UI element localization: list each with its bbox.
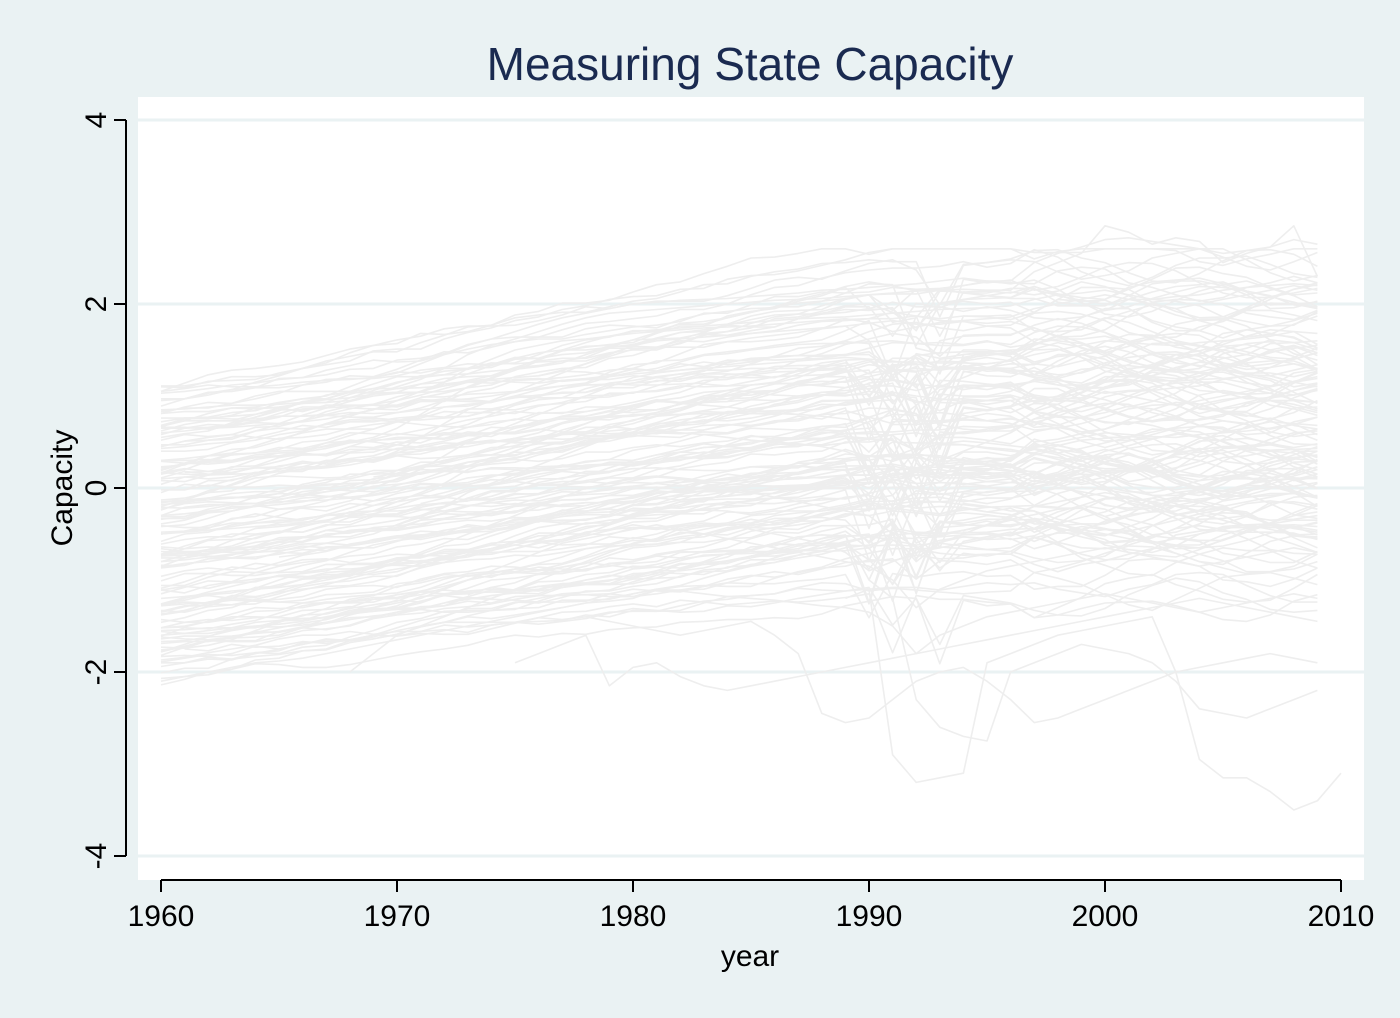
series-line <box>160 573 1318 661</box>
series-line <box>160 534 1318 629</box>
y-tick-label: 2 <box>80 296 113 313</box>
series-line <box>160 405 1318 545</box>
chart-title: Measuring State Capacity <box>487 38 1014 90</box>
series-line <box>160 248 1318 389</box>
series-line <box>160 280 1318 439</box>
series-line <box>160 353 1318 483</box>
series-line <box>160 378 1318 441</box>
series-line <box>160 387 1318 476</box>
series-line <box>160 389 1318 474</box>
series-line <box>514 597 1318 692</box>
series-line <box>160 511 1318 629</box>
series-line <box>160 368 1318 525</box>
series-line <box>161 402 1318 518</box>
series-line <box>161 248 1318 387</box>
series-line <box>184 577 1318 652</box>
series-line <box>160 304 1318 413</box>
x-axis-label: year <box>721 940 779 973</box>
series-line <box>160 557 1318 641</box>
y-tick-label: -4 <box>80 843 113 870</box>
series-line <box>160 494 1318 594</box>
y-tick-label: 0 <box>80 480 113 497</box>
series-line <box>160 507 1318 605</box>
series-line <box>160 507 1318 614</box>
series-line <box>161 445 1318 520</box>
series-line <box>184 361 1318 474</box>
series-line <box>160 307 1318 475</box>
series-line <box>868 579 1318 742</box>
series-line <box>160 316 1318 480</box>
series-line <box>160 499 1318 591</box>
series-line <box>160 344 1318 508</box>
x-tick-label: 2010 <box>1308 900 1375 933</box>
y-axis-label: Capacity <box>46 430 79 547</box>
series-line <box>160 500 1318 640</box>
series-line <box>160 352 1318 469</box>
ticks: -4 -2 0 2 4 1960 1970 1980 1990 2000 2010 <box>80 112 1374 933</box>
series-line <box>160 266 1318 394</box>
series-line <box>161 333 1318 420</box>
series-line <box>160 434 1318 510</box>
series-line <box>161 248 1318 400</box>
series-line <box>160 420 1318 510</box>
series-line <box>160 371 1318 517</box>
series-line <box>585 616 1318 724</box>
series-line <box>160 496 1318 637</box>
series-line <box>160 344 1318 501</box>
x-tick-label: 1960 <box>128 900 195 933</box>
series-line <box>160 277 1318 407</box>
series-line <box>160 486 1318 578</box>
series-line <box>160 468 1318 643</box>
series-line <box>160 281 1318 429</box>
series-line <box>161 365 1318 462</box>
series-line <box>160 309 1318 468</box>
series-line <box>160 523 1318 636</box>
x-tick-label: 1970 <box>364 900 431 933</box>
series-line <box>161 545 1318 664</box>
y-tick-label: -2 <box>80 659 113 686</box>
series-line <box>160 362 1318 494</box>
series-line <box>160 461 1318 550</box>
series-line <box>396 403 1318 526</box>
series-line <box>373 369 1318 478</box>
series-line <box>160 462 1318 533</box>
series-line <box>160 401 1318 555</box>
series-line <box>160 486 1318 559</box>
x-tick-label: 1980 <box>600 900 667 933</box>
series-line <box>160 332 1318 450</box>
series-line <box>160 475 1318 616</box>
series-line <box>160 298 1318 436</box>
series-line <box>161 386 1318 501</box>
series-line <box>160 523 1318 657</box>
series-line <box>160 456 1318 590</box>
series-line <box>161 328 1318 430</box>
series-line <box>845 588 1342 811</box>
series-line <box>160 497 1318 607</box>
series-line <box>160 545 1318 624</box>
series-line <box>160 266 1318 427</box>
series-lines <box>160 225 1342 811</box>
series-line <box>160 261 1318 415</box>
x-tick-label: 2000 <box>1072 900 1139 933</box>
series-line <box>160 495 1318 632</box>
y-tick-label: 4 <box>80 112 113 129</box>
series-line <box>161 410 1318 557</box>
series-line <box>160 524 1318 629</box>
series-line <box>160 536 1318 653</box>
series-line <box>160 471 1318 615</box>
series-line <box>420 448 1318 505</box>
series-line <box>160 571 1318 658</box>
series-line <box>161 411 1318 503</box>
x-tick-label: 1990 <box>836 900 903 933</box>
